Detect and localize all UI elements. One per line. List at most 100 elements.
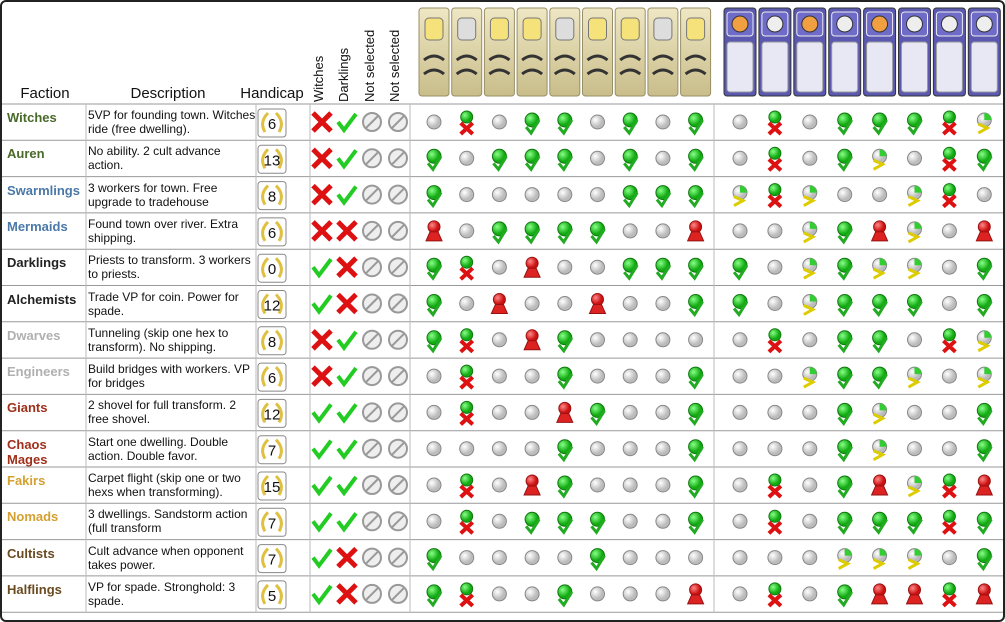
header-rotated: Witches [311,55,326,102]
partial-chevron [907,267,921,280]
partial-chevron [872,158,886,171]
empty-slot [802,114,818,130]
penalty-slot [460,110,474,124]
empty-slot [491,477,507,493]
empty-slot [732,550,748,566]
ok-check [837,337,853,354]
not-selected-slash [391,369,405,383]
not-selected-slash [365,441,379,456]
empty-slot [590,332,605,348]
ok-check [977,409,993,426]
empty-slot [622,441,638,457]
empty-slot [590,114,605,130]
faction-name: Nomads [7,509,59,525]
penalty-slot [942,183,956,197]
penalty-x [459,375,475,390]
partial-chevron [872,267,886,280]
blocked-head [525,329,539,343]
blocked-body [975,485,994,496]
empty-slot [732,223,748,239]
partial-pie [879,258,887,266]
empty-slot [907,150,922,166]
ok-check [837,445,853,463]
empty-slot [767,296,783,311]
empty-slot [426,441,442,457]
partial-chevron [907,376,921,389]
empty-slot [524,586,540,602]
ok-check [688,264,704,281]
partial-chevron [872,558,886,570]
penalty-x [459,593,475,608]
partial-pie [984,113,992,120]
ok-check [688,155,704,172]
ok-check [837,518,853,535]
bonus-tile-hand [553,54,576,62]
allowed [311,512,333,533]
penalty-x [942,339,957,354]
faction-description: Trade VP for coin. Power for spade. [88,289,239,318]
empty-slot [491,187,507,203]
blocked-body [523,340,541,351]
not-allowed [336,256,358,278]
ok-check [732,300,749,318]
empty-slot [426,114,442,130]
laurel [261,329,283,351]
empty-slot [802,404,818,420]
ok-check [492,228,508,245]
allowed [311,584,333,606]
bonus-tile-icon [522,17,542,41]
ok-check [524,155,541,172]
allowed [311,548,333,569]
empty-slot [688,332,704,348]
ok-check [688,518,704,535]
blocked-body [905,594,924,605]
blocked-body [588,304,607,314]
bonus-tile-hand [488,68,511,76]
empty-slot [655,296,671,311]
scoring-tile-bottom [935,41,963,93]
faction-description: Tunneling (skip one hex to transform). N… [88,325,229,354]
faction-description: VP for spade. Stronghold: 3 spade. [88,579,236,608]
ok-check [688,445,704,463]
partial-pie [809,367,817,375]
bonus-tile-hand [455,68,478,76]
ok-check [837,591,853,608]
empty-slot [655,223,671,239]
not-selected-slash [391,224,405,238]
ok-check [492,155,508,172]
empty-slot [907,404,922,420]
not-selected-slash [391,296,405,311]
empty-slot [557,550,573,566]
not-selected-slash [391,514,405,529]
ok-check [426,155,443,172]
partial-pie [984,367,992,375]
handicap-value: 8 [268,334,276,351]
partial-chevron [803,376,817,389]
faction-description: Carpet flight (skip one or two hexs when… [88,471,241,499]
allowed [336,366,358,388]
penalty-slot [768,473,782,487]
bonus-tile-hand [651,68,674,76]
ok-check [977,518,993,535]
penalty-slot [942,509,956,523]
partial-chevron [803,195,817,207]
empty-slot [907,332,922,348]
partial-pie [914,548,922,556]
header-rotated: Not selected [362,30,377,102]
blocked-body [556,412,574,423]
ok-check [907,300,923,318]
scoring-tile-icon [940,15,958,33]
ok-check [426,300,443,318]
empty-slot [767,368,783,384]
not-allowed [311,111,333,133]
empty-slot [622,586,638,602]
bonus-tile-hand [423,68,445,76]
ok-check [872,300,888,318]
penalty-slot [768,582,782,596]
partial-chevron [733,195,747,207]
bonus-tile-icon [555,17,575,41]
empty-slot [802,477,818,493]
penalty-x [942,520,957,535]
ok-check [688,482,704,499]
